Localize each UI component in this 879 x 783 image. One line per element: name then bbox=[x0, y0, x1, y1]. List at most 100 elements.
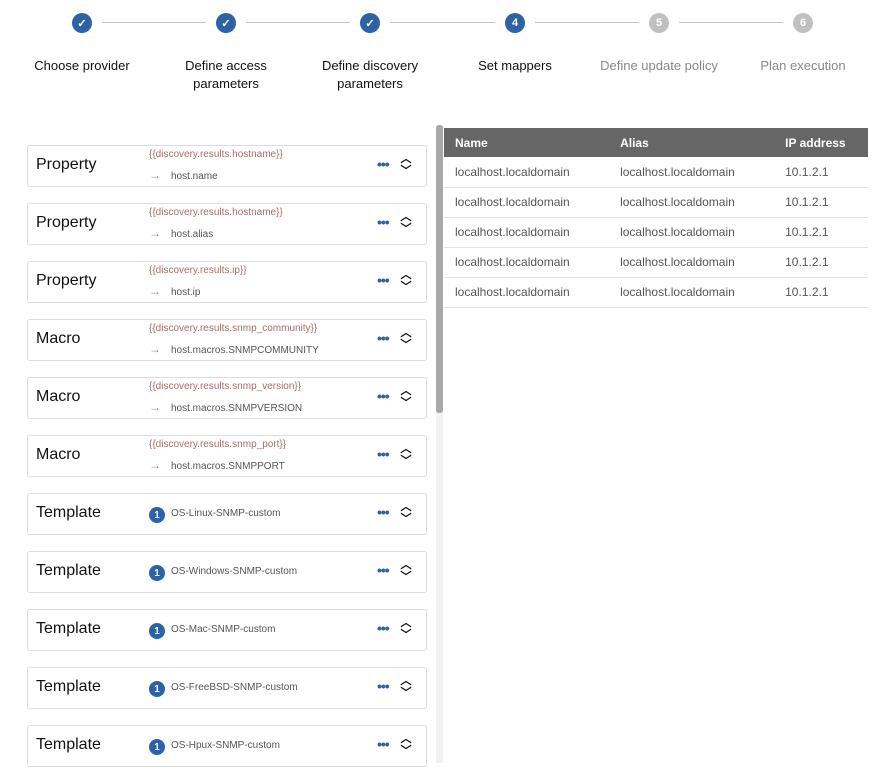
step-6-indicator[interactable]: 6 bbox=[793, 13, 813, 33]
reorder-handle[interactable]: ︿ ﹀ bbox=[400, 443, 412, 467]
step-connector bbox=[679, 22, 783, 23]
step-5-indicator[interactable]: 5 bbox=[649, 13, 669, 33]
chevron-down-icon[interactable]: ﹀ bbox=[400, 455, 412, 467]
mapper-card[interactable]: Property {{discovery.results.hostname}} → h… bbox=[27, 145, 427, 187]
table-cell: 10.1.2.1 bbox=[774, 217, 868, 248]
more-options-icon[interactable]: ••• bbox=[377, 388, 390, 404]
mapper-card[interactable]: Macro {{discovery.results.snmp_version}} →… bbox=[27, 377, 427, 419]
table-cell: localhost.localdomain bbox=[444, 187, 610, 218]
chevron-down-icon[interactable]: ﹀ bbox=[400, 571, 412, 583]
more-options-icon[interactable]: ••• bbox=[377, 446, 390, 462]
column-header[interactable]: Alias bbox=[609, 128, 775, 157]
mapper-card[interactable]: Template 1 OS-Linux-SNMP-custom ••• ︿ ﹀ bbox=[27, 493, 427, 535]
chevron-up-icon[interactable]: ︿ bbox=[400, 675, 412, 687]
step-1-indicator[interactable]: ✓ bbox=[72, 13, 92, 33]
scrollbar[interactable] bbox=[436, 125, 443, 763]
reorder-handle[interactable]: ︿ ﹀ bbox=[400, 211, 412, 235]
chevron-down-icon[interactable]: ﹀ bbox=[400, 513, 412, 525]
mapper-type: Property bbox=[36, 156, 97, 173]
chevron-up-icon[interactable]: ︿ bbox=[400, 733, 412, 745]
mapper-card[interactable]: Macro {{discovery.results.snmp_community}… bbox=[27, 319, 427, 361]
reorder-handle[interactable]: ︿ ﹀ bbox=[400, 501, 412, 525]
step-4-indicator[interactable]: 4 bbox=[505, 13, 525, 33]
mapper-card[interactable]: Template 1 OS-Mac-SNMP-custom ••• ︿ ﹀ bbox=[27, 609, 427, 651]
template-name: OS-Hpux-SNMP-custom bbox=[171, 740, 280, 751]
table-cell: localhost.localdomain bbox=[609, 277, 775, 308]
step-3-indicator[interactable]: ✓ bbox=[360, 13, 380, 33]
step-1-label[interactable]: Choose provider bbox=[34, 58, 130, 73]
reorder-handle[interactable]: ︿ ﹀ bbox=[400, 153, 412, 177]
chevron-down-icon[interactable]: ﹀ bbox=[400, 281, 412, 293]
step-5-label[interactable]: Define update policy bbox=[600, 58, 718, 73]
more-options-icon[interactable]: ••• bbox=[377, 330, 390, 346]
mapper-source: {{discovery.results.hostname}} bbox=[149, 149, 283, 160]
preview-table: Name Alias IP address localhost.localdomai… bbox=[444, 128, 868, 308]
mapper-card[interactable]: Template 1 OS-Hpux-SNMP-custom ••• ︿ ﹀ bbox=[27, 725, 427, 767]
chevron-up-icon[interactable]: ︿ bbox=[400, 153, 412, 165]
step-4-label[interactable]: Set mappers bbox=[478, 58, 552, 73]
chevron-up-icon[interactable]: ︿ bbox=[400, 501, 412, 513]
more-options-icon[interactable]: ••• bbox=[377, 678, 390, 694]
table-cell: 10.1.2.1 bbox=[774, 277, 868, 308]
reorder-handle[interactable]: ︿ ﹀ bbox=[400, 269, 412, 293]
chevron-up-icon[interactable]: ︿ bbox=[400, 559, 412, 571]
step-2-indicator[interactable]: ✓ bbox=[216, 13, 236, 33]
scrollbar-thumb[interactable] bbox=[436, 125, 443, 413]
reorder-handle[interactable]: ︿ ﹀ bbox=[400, 385, 412, 409]
reorder-handle[interactable]: ︿ ﹀ bbox=[400, 617, 412, 641]
chevron-up-icon[interactable]: ︿ bbox=[400, 211, 412, 223]
chevron-down-icon[interactable]: ﹀ bbox=[400, 397, 412, 409]
mapper-source: {{discovery.results.ip}} bbox=[149, 265, 247, 276]
more-options-icon[interactable]: ••• bbox=[377, 156, 390, 172]
chevron-up-icon[interactable]: ︿ bbox=[400, 443, 412, 455]
reorder-handle[interactable]: ︿ ﹀ bbox=[400, 559, 412, 583]
check-icon: ✓ bbox=[77, 17, 87, 30]
chevron-down-icon[interactable]: ﹀ bbox=[400, 745, 412, 757]
table-row: localhost.localdomain localhost.localdoma… bbox=[444, 247, 868, 278]
table-cell: localhost.localdomain bbox=[609, 217, 775, 248]
chevron-down-icon[interactable]: ﹀ bbox=[400, 165, 412, 177]
mapper-type: Template bbox=[36, 620, 101, 637]
mapper-card[interactable]: Property {{discovery.results.hostname}} → h… bbox=[27, 203, 427, 245]
reorder-handle[interactable]: ︿ ﹀ bbox=[400, 733, 412, 757]
step-connector bbox=[390, 22, 495, 23]
mapper-card[interactable]: Property {{discovery.results.ip}} → host.ip… bbox=[27, 261, 427, 303]
mapper-card[interactable]: Template 1 OS-Windows-SNMP-custom ••• ︿ ﹀ bbox=[27, 551, 427, 593]
table-header: Name Alias IP address bbox=[444, 128, 868, 157]
chevron-up-icon[interactable]: ︿ bbox=[400, 327, 412, 339]
chevron-down-icon[interactable]: ﹀ bbox=[400, 223, 412, 235]
more-options-icon[interactable]: ••• bbox=[377, 272, 390, 288]
reorder-handle[interactable]: ︿ ﹀ bbox=[400, 327, 412, 351]
column-header[interactable]: Name bbox=[444, 128, 610, 157]
mapper-type: Template bbox=[36, 678, 101, 695]
more-options-icon[interactable]: ••• bbox=[377, 562, 390, 578]
table-cell: localhost.localdomain bbox=[609, 247, 775, 278]
more-options-icon[interactable]: ••• bbox=[377, 620, 390, 636]
chevron-up-icon[interactable]: ︿ bbox=[400, 385, 412, 397]
mapper-source: {{discovery.results.snmp_port}} bbox=[149, 439, 287, 450]
mapper-type: Template bbox=[36, 504, 101, 521]
step-connector bbox=[535, 22, 639, 23]
step-2-label[interactable]: Define access parameters bbox=[185, 58, 267, 91]
column-header[interactable]: IP address bbox=[774, 128, 868, 157]
table-cell: 10.1.2.1 bbox=[774, 247, 868, 278]
step-connector bbox=[102, 22, 206, 23]
more-options-icon[interactable]: ••• bbox=[377, 214, 390, 230]
more-options-icon[interactable]: ••• bbox=[377, 504, 390, 520]
chevron-down-icon[interactable]: ﹀ bbox=[400, 339, 412, 351]
step-6-label[interactable]: Plan execution bbox=[760, 58, 846, 73]
more-options-icon[interactable]: ••• bbox=[377, 736, 390, 752]
mapper-type: Template bbox=[36, 736, 101, 753]
mapper-card[interactable]: Template 1 OS-FreeBSD-SNMP-custom ••• ︿ ﹀ bbox=[27, 667, 427, 709]
step-3-label[interactable]: Define discovery parameters bbox=[321, 58, 419, 91]
arrow-right-icon: → bbox=[149, 400, 161, 414]
mapper-card[interactable]: Macro {{discovery.results.snmp_port}} → hos… bbox=[27, 435, 427, 477]
chevron-down-icon[interactable]: ﹀ bbox=[400, 629, 412, 641]
reorder-handle[interactable]: ︿ ﹀ bbox=[400, 675, 412, 699]
chevron-up-icon[interactable]: ︿ bbox=[400, 617, 412, 629]
chevron-up-icon[interactable]: ︿ bbox=[400, 269, 412, 281]
chevron-down-icon[interactable]: ﹀ bbox=[400, 687, 412, 699]
table-row: localhost.localdomain localhost.localdoma… bbox=[444, 217, 868, 248]
step-number: 5 bbox=[655, 17, 663, 29]
arrow-right-icon: → bbox=[149, 284, 161, 298]
